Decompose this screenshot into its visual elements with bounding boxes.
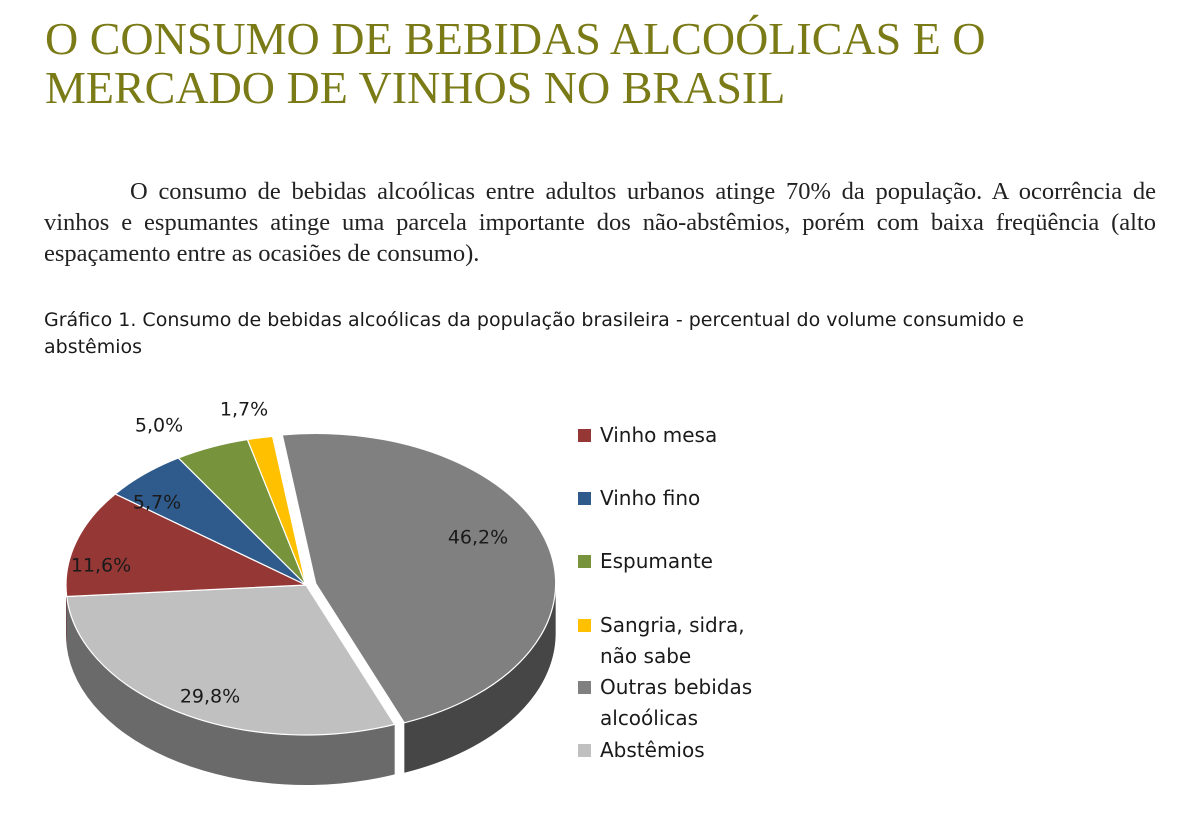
pie-slice-outras-bebidas-alcoolicas: [281, 432, 557, 724]
pie-slice-vinho-mesa: [65, 493, 307, 598]
data-label-outras-bebidas-alcoolicas: 46,2%: [448, 527, 508, 549]
pie-slice-sangria-sidra-nao-sabe: [246, 435, 307, 586]
data-label-sangria-sidra-nao-sabe: 1,7%: [220, 399, 268, 421]
data-label-espumante: 5,0%: [135, 415, 183, 437]
legend-swatch: [578, 492, 591, 505]
legend-label: Vinho mesa: [600, 423, 718, 447]
legend-swatch: [578, 744, 591, 757]
pie-side-outras-bebidas-alcoolicas: [404, 583, 556, 773]
legend-swatch: [578, 429, 591, 442]
intro-paragraph: O consumo de bebidas alcoólicas entre ad…: [44, 178, 1156, 267]
legend-swatch: [578, 619, 591, 632]
legend-label: Vinho fino: [600, 486, 701, 510]
chart-caption: Gráfico 1. Consumo de bebidas alcoólicas…: [44, 309, 1024, 358]
legend-label: Sangria, sidra, não sabe: [600, 613, 745, 668]
legend-item-espumante: Espumante: [578, 546, 713, 577]
legend-item-vinho-fino: Vinho fino: [578, 483, 700, 514]
pie-side-vinho-mesa: [66, 585, 67, 647]
data-label-vinho-mesa: 11,6%: [71, 555, 131, 577]
data-label-vinho-fino: 5,7%: [133, 492, 181, 514]
legend-item-outras-bebidas-alcoolicas: Outras bebidas alcoólicas: [578, 672, 752, 734]
pie-slice-abstemios: [66, 584, 396, 736]
legend-label: Espumante: [600, 549, 713, 573]
legend-label: Outras bebidas alcoólicas: [600, 675, 753, 730]
page-title: O CONSUMO DE BEBIDAS ALCOÓLICAS E O MERC…: [45, 13, 986, 113]
legend-label: Abstêmios: [600, 738, 705, 762]
legend-swatch: [578, 555, 591, 568]
data-label-abstemios: 29,8%: [180, 686, 240, 708]
pie-side-abstemios: [66, 596, 395, 785]
legend-item-sangria-sidra-nao-sabe: Sangria, sidra, não sabe: [578, 610, 745, 672]
legend-item-vinho-mesa: Vinho mesa: [578, 420, 717, 451]
legend-item-abstemios: Abstêmios: [578, 735, 705, 766]
legend-swatch: [578, 681, 591, 694]
